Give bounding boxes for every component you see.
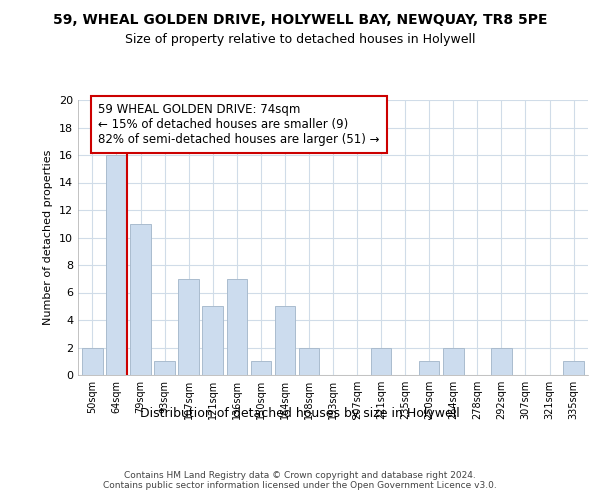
- Text: Contains HM Land Registry data © Crown copyright and database right 2024.
Contai: Contains HM Land Registry data © Crown c…: [103, 470, 497, 490]
- Text: 59 WHEAL GOLDEN DRIVE: 74sqm
← 15% of detached houses are smaller (9)
82% of sem: 59 WHEAL GOLDEN DRIVE: 74sqm ← 15% of de…: [98, 103, 380, 146]
- Bar: [299, 348, 319, 375]
- Bar: [275, 306, 295, 375]
- Bar: [82, 348, 103, 375]
- Bar: [130, 224, 151, 375]
- Y-axis label: Number of detached properties: Number of detached properties: [43, 150, 53, 325]
- Bar: [202, 306, 223, 375]
- Bar: [563, 361, 584, 375]
- Text: 59, WHEAL GOLDEN DRIVE, HOLYWELL BAY, NEWQUAY, TR8 5PE: 59, WHEAL GOLDEN DRIVE, HOLYWELL BAY, NE…: [53, 12, 547, 26]
- Bar: [154, 361, 175, 375]
- Bar: [443, 348, 464, 375]
- Bar: [106, 155, 127, 375]
- Bar: [178, 279, 199, 375]
- Bar: [419, 361, 439, 375]
- Bar: [251, 361, 271, 375]
- Text: Distribution of detached houses by size in Holywell: Distribution of detached houses by size …: [140, 408, 460, 420]
- Bar: [491, 348, 512, 375]
- Bar: [227, 279, 247, 375]
- Text: Size of property relative to detached houses in Holywell: Size of property relative to detached ho…: [125, 32, 475, 46]
- Bar: [371, 348, 391, 375]
